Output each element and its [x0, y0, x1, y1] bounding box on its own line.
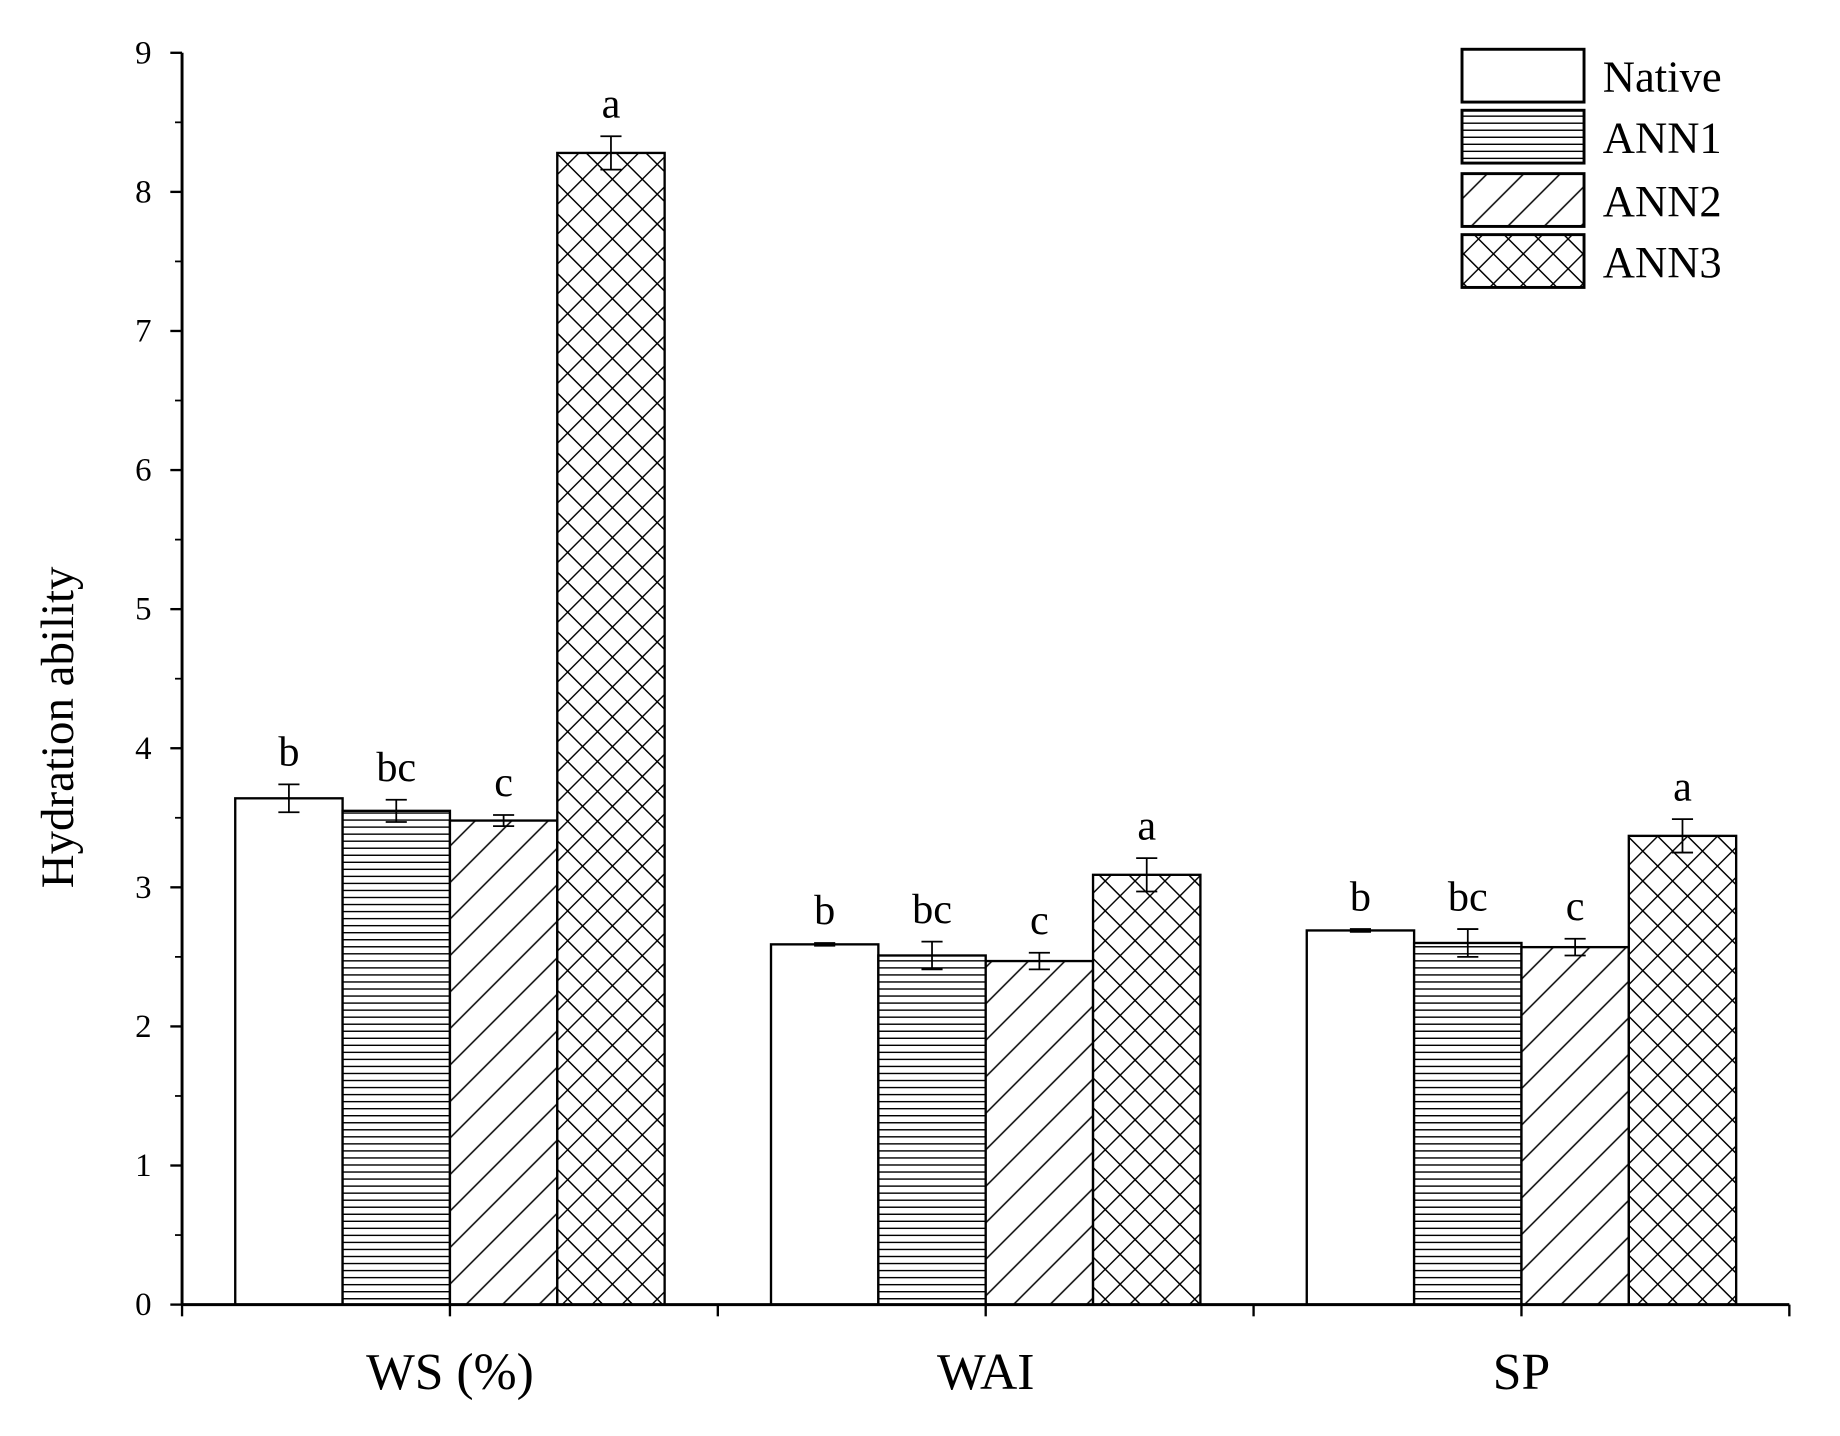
- bar-native: [1305, 929, 1416, 1306]
- y-tick-label: 2: [135, 1009, 151, 1045]
- x-tick-label: WAI: [937, 1344, 1034, 1401]
- legend-label: ANN2: [1603, 176, 1722, 226]
- y-tick-label: 7: [135, 314, 151, 350]
- bar-ann3: [1627, 834, 1738, 1306]
- significance-letter: c: [1566, 883, 1585, 930]
- x-tick-label: WS (%): [366, 1344, 534, 1401]
- significance-letter: c: [494, 759, 513, 806]
- legend-swatch-ann2: [1460, 172, 1586, 228]
- legend-label: Native: [1603, 52, 1722, 102]
- significance-letter: a: [1137, 802, 1156, 849]
- x-tick-label: SP: [1493, 1344, 1550, 1401]
- bar-ann3: [556, 151, 666, 1306]
- y-tick-label: 5: [135, 592, 151, 628]
- significance-letter: bc: [376, 744, 416, 791]
- y-tick-label: 9: [135, 35, 151, 71]
- significance-letter: c: [1030, 897, 1049, 944]
- bar-ann3: [1091, 873, 1202, 1306]
- y-tick-label: 3: [135, 870, 151, 906]
- y-tick-label: 1: [135, 1148, 151, 1184]
- y-tick-label: 6: [135, 453, 151, 489]
- bar-ann1: [877, 954, 987, 1306]
- legend-label: ANN1: [1603, 113, 1722, 163]
- bars-layer: b bc c a b bc c a b bc c a: [234, 80, 1738, 1306]
- bar-ann2: [984, 959, 1095, 1306]
- legend-swatch-native: [1460, 47, 1586, 104]
- y-tick-label: 8: [135, 174, 151, 210]
- axes-layer: WS (%) WAI SP 0 1 2 3 4 5 6 7 8 9: [135, 35, 1791, 1401]
- bar-native: [234, 797, 344, 1306]
- legend-swatch-ann1: [1460, 108, 1586, 165]
- bar-ann1: [341, 809, 452, 1306]
- significance-letter: bc: [1448, 873, 1488, 920]
- significance-letter: b: [814, 887, 835, 934]
- significance-letter: a: [1673, 763, 1692, 810]
- legend-label: ANN3: [1603, 237, 1722, 287]
- significance-letter: b: [278, 729, 299, 776]
- significance-letter: b: [1350, 873, 1371, 920]
- significance-letter: a: [602, 80, 621, 127]
- bar-ann2: [448, 819, 559, 1306]
- y-tick-label: 4: [135, 731, 151, 767]
- bar-native: [769, 943, 880, 1306]
- bar-ann2: [1520, 945, 1630, 1306]
- y-axis-label: Hydration ability: [32, 566, 84, 888]
- significance-letter: bc: [912, 886, 952, 933]
- legend-swatch-ann3: [1460, 233, 1586, 289]
- y-tick-label: 0: [135, 1287, 151, 1323]
- legend: Native ANN1 ANN2 ANN3: [1460, 47, 1722, 289]
- bar-ann1: [1412, 941, 1523, 1306]
